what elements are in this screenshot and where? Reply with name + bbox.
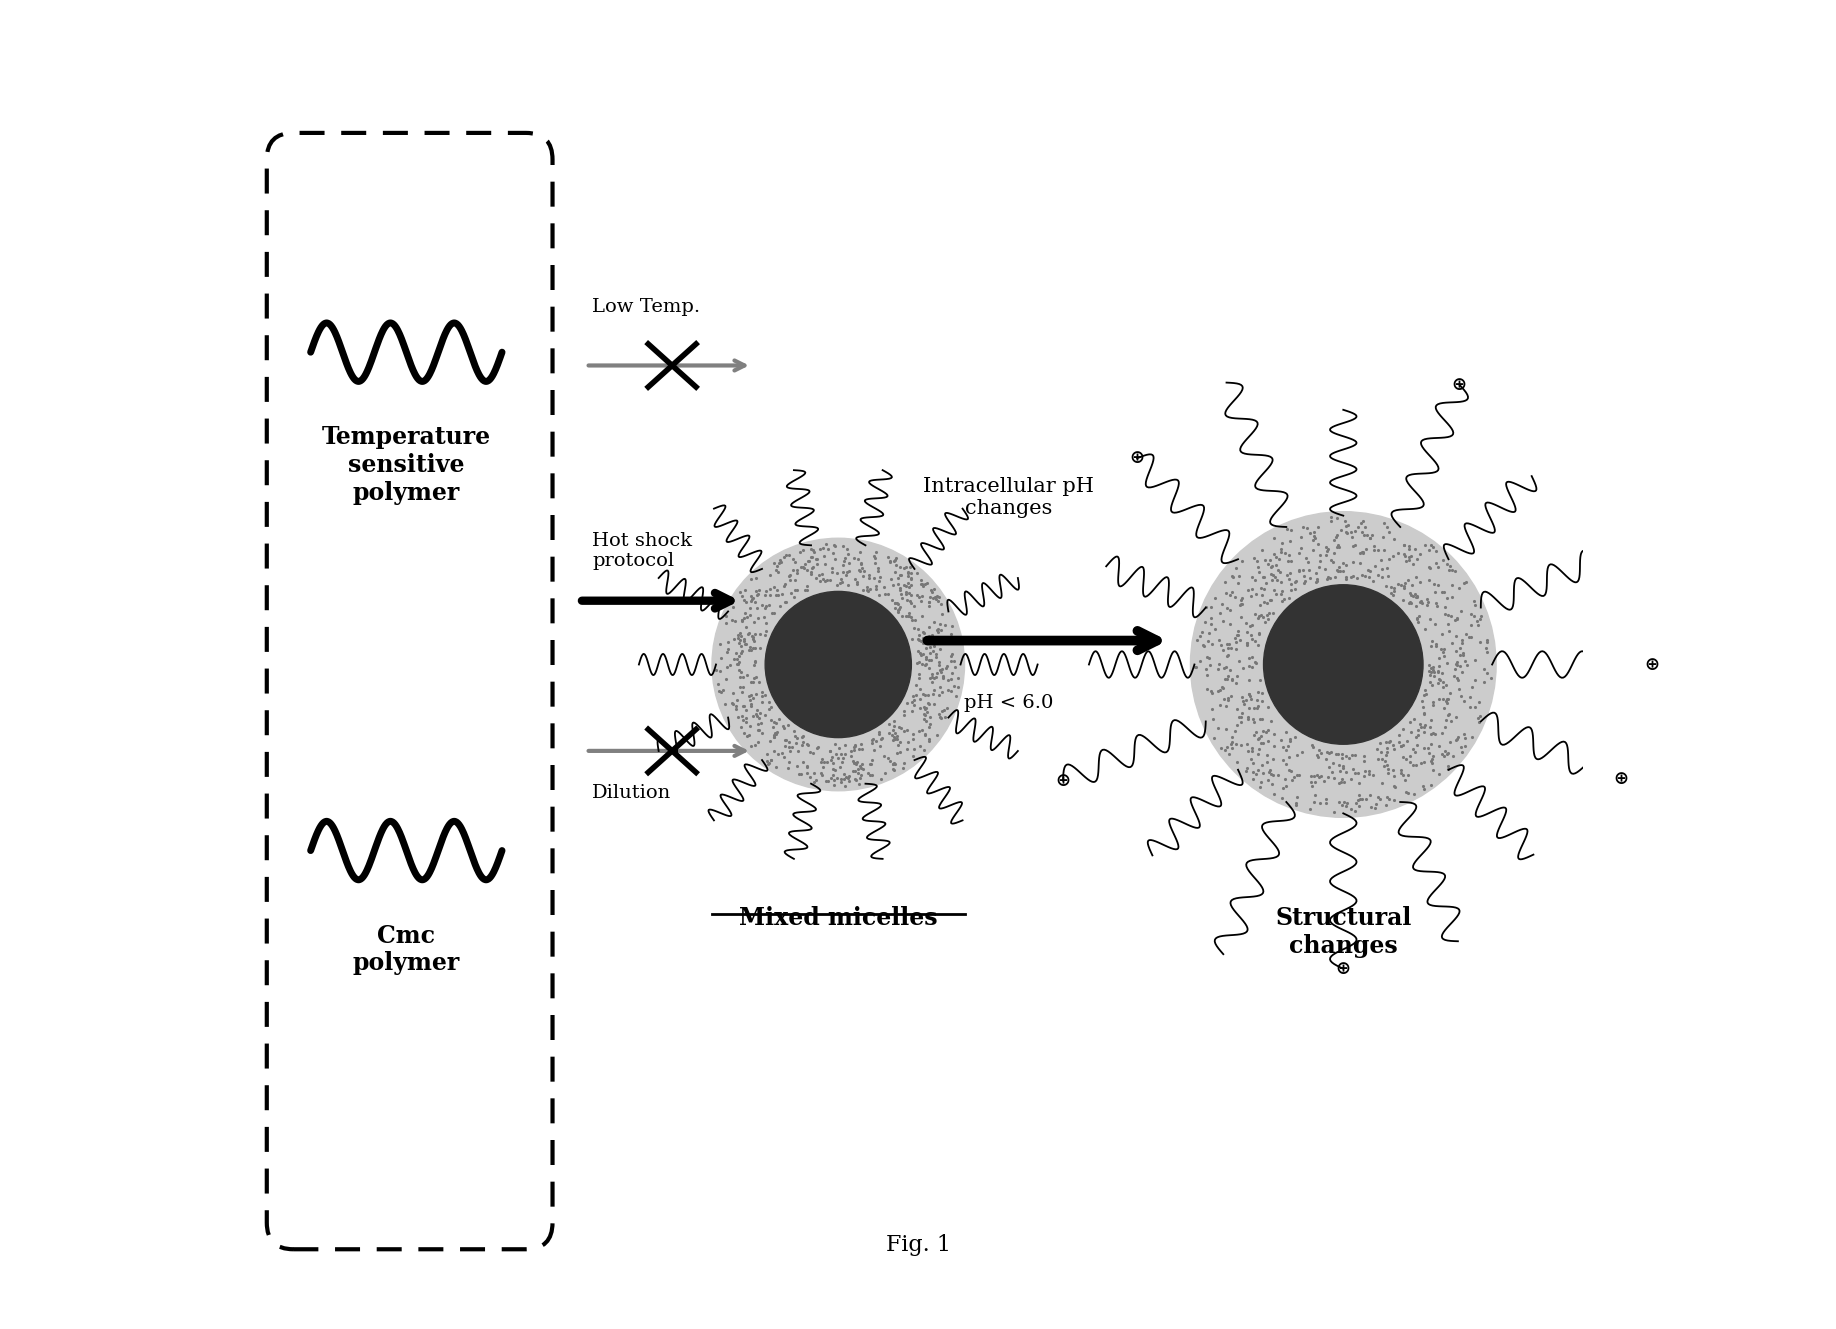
Text: ⊕: ⊕	[1452, 376, 1467, 393]
Circle shape	[1190, 512, 1496, 817]
Text: Intracellular pH
changes: Intracellular pH changes	[924, 477, 1094, 518]
Text: Structural
changes: Structural changes	[1274, 906, 1412, 958]
Text: ⊕: ⊕	[1056, 772, 1070, 789]
Text: ⊕: ⊕	[1337, 960, 1351, 978]
Text: Fig. 1: Fig. 1	[885, 1233, 951, 1256]
Circle shape	[712, 538, 964, 791]
Text: Hot shock
protocol: Hot shock protocol	[593, 532, 692, 570]
Circle shape	[1263, 585, 1423, 744]
Text: Mixed micelles: Mixed micelles	[738, 906, 938, 930]
Text: Cmc
polymer: Cmc polymer	[353, 924, 461, 975]
Text: ⊕: ⊕	[1614, 771, 1629, 788]
Text: Temperature
sensitive
polymer: Temperature sensitive polymer	[321, 425, 490, 505]
Text: ⊕: ⊕	[1645, 655, 1660, 674]
Text: Dilution: Dilution	[593, 784, 672, 803]
Text: ⊕: ⊕	[1129, 449, 1144, 468]
Text: Low Temp.: Low Temp.	[593, 298, 701, 316]
Circle shape	[766, 591, 911, 738]
Text: pH < 6.0: pH < 6.0	[964, 694, 1054, 712]
